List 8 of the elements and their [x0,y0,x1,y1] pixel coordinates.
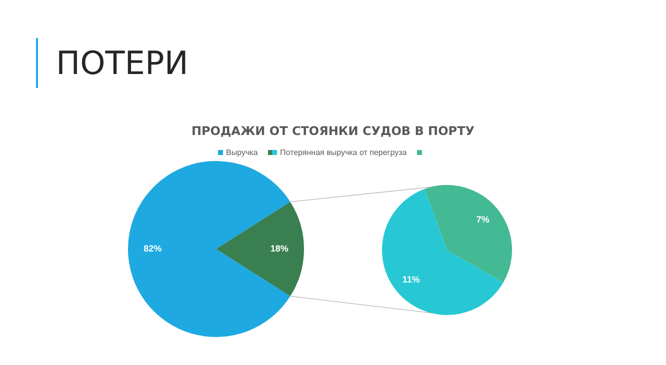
data-label: 11% [402,274,420,285]
data-label: 7% [476,214,490,224]
data-label: 18% [270,243,288,254]
legend-label: Выручка [226,148,258,157]
text: ПРОДАЖИ ОТ СТОЯНКИ СУДОВ В ПОРТУ [190,124,476,138]
chart-title: ПОТЕРИ [56,44,188,82]
data-label: 82% [144,243,162,254]
legend-label: Потерянная выручка от перегруза [280,148,407,157]
